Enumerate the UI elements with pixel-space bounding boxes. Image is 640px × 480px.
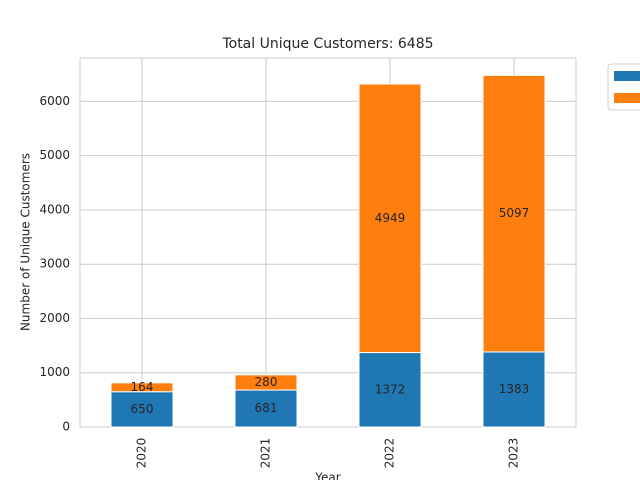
x-tick-label: 2021 [259,438,273,469]
legend-swatch [614,93,640,103]
bar-segment [110,382,174,393]
x-tick-label: 2023 [507,438,521,469]
bar-segment [234,374,298,391]
value-label: 280 [255,375,278,389]
y-tick-label: 1000 [39,365,70,379]
value-label: 1372 [375,382,406,396]
y-tick-label: 2000 [39,311,70,325]
y-tick-label: 0 [62,420,70,434]
y-tick-label: 6000 [39,94,70,108]
bar-segment [234,389,298,428]
bar-segment [358,83,422,354]
x-tick-label: 2020 [135,438,149,469]
y-axis-label: Number of Unique Customers [19,153,33,331]
value-label: 5097 [499,206,530,220]
x-axis-label: Year [314,471,340,480]
chart-title: Total Unique Customers: 6485 [221,36,433,52]
bar-segment [358,352,422,428]
value-label: 650 [131,402,154,416]
plot-frame [79,57,577,428]
legend-box [607,63,640,111]
bar-segment [482,74,546,353]
value-label: 681 [255,401,278,415]
y-tick-label: 3000 [39,257,70,271]
value-label: 4949 [375,211,406,225]
x-tick-label: 2022 [383,438,397,469]
legend-swatch [614,71,640,81]
value-label: 164 [131,380,154,394]
value-label: 1383 [499,382,530,396]
bar-segment [482,351,546,428]
y-tick-label: 4000 [39,202,70,216]
bar-segment [110,391,174,428]
y-tick-label: 5000 [39,148,70,162]
